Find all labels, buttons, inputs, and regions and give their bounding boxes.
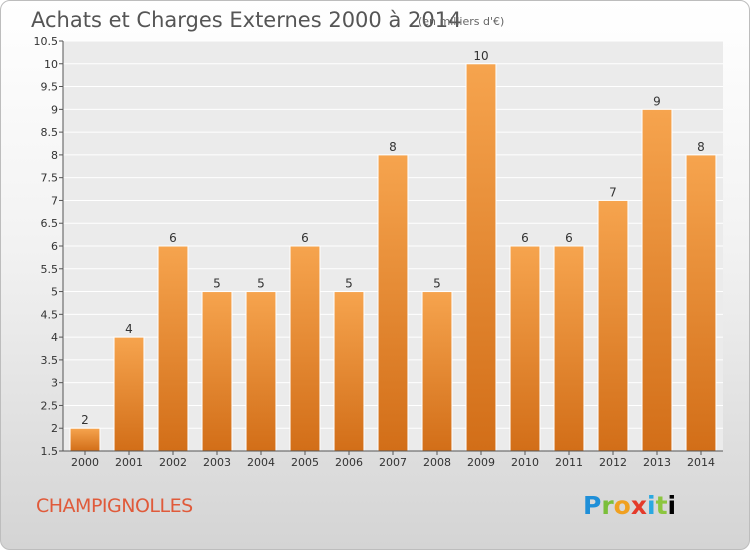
y-tick-label: 8.5 — [41, 126, 59, 139]
y-tick-label: 5.5 — [41, 263, 59, 276]
y-tick-label: 5 — [51, 286, 58, 299]
x-tick-label: 2000 — [71, 456, 99, 469]
bar-2001 — [113, 336, 145, 452]
bar-2000 — [69, 427, 101, 452]
bar-2004 — [245, 291, 277, 452]
value-label: 5 — [257, 277, 265, 291]
chart-unit-label: (en milliers d'€) — [418, 15, 505, 28]
bar-2006 — [333, 291, 365, 452]
y-tick-label: 7 — [51, 194, 58, 207]
logo-letter: t — [655, 491, 668, 520]
x-tick-label: 2004 — [247, 456, 275, 469]
x-tick-label: 2013 — [643, 456, 671, 469]
y-tick-label: 3 — [51, 377, 58, 390]
logo-letter: P — [583, 491, 602, 520]
x-tick-label: 2009 — [467, 456, 495, 469]
x-tick-label: 2005 — [291, 456, 319, 469]
y-tick-label: 8 — [51, 149, 58, 162]
value-label: 7 — [609, 185, 617, 199]
x-tick-label: 2003 — [203, 456, 231, 469]
value-label: 6 — [565, 231, 573, 245]
y-tick-label: 7.5 — [41, 172, 59, 185]
bar-2002 — [157, 245, 189, 452]
bar-2005 — [289, 245, 321, 452]
y-tick-label: 3.5 — [41, 354, 59, 367]
y-tick-label: 10 — [44, 58, 58, 71]
value-label: 5 — [433, 277, 441, 291]
logo-letter: x — [630, 491, 647, 520]
value-label: 2 — [81, 413, 89, 427]
y-tick-label: 2.5 — [41, 399, 59, 412]
y-tick-label: 4 — [51, 331, 58, 344]
y-tick-label: 4.5 — [41, 308, 59, 321]
x-tick-label: 2006 — [335, 456, 363, 469]
logo-letter: i — [667, 491, 677, 520]
value-label: 5 — [345, 277, 353, 291]
value-label: 8 — [389, 140, 397, 154]
bar-2008 — [421, 291, 453, 452]
bar-2012 — [597, 199, 629, 452]
bar-2013 — [641, 108, 673, 452]
logo-letter: o — [613, 491, 631, 520]
y-tick-label: 6.5 — [41, 217, 59, 230]
y-tick-label: 9 — [51, 103, 58, 116]
bars: 2 4 6 5 5 6 5 8 5 10 6 6 7 9 8 — [69, 49, 717, 452]
value-label: 6 — [169, 231, 177, 245]
y-tick-label: 10.5 — [34, 35, 59, 48]
commune-name: CHAMPIGNOLLES — [36, 495, 193, 517]
x-tick-label: 2008 — [423, 456, 451, 469]
x-tick-label: 2011 — [555, 456, 583, 469]
chart-title: Achats et Charges Externes 2000 à 2014 — [31, 8, 462, 32]
logo-letter: i — [647, 491, 656, 520]
logo-letter: r — [601, 491, 614, 520]
x-tick-label: 2007 — [379, 456, 407, 469]
value-label: 6 — [301, 231, 309, 245]
value-label: 5 — [213, 277, 221, 291]
bar-2014 — [685, 154, 717, 452]
x-tick-label: 2012 — [599, 456, 627, 469]
y-tick-label: 2 — [51, 422, 58, 435]
proxiti-logo[interactable]: Proxiti — [583, 491, 676, 520]
x-tick-label: 2014 — [687, 456, 715, 469]
value-label: 4 — [125, 322, 133, 336]
y-tick-label: 1.5 — [41, 445, 59, 458]
bar-2009 — [465, 63, 497, 452]
x-tick-label: 2001 — [115, 456, 143, 469]
bar-2011 — [553, 245, 585, 452]
bar-2003 — [201, 291, 233, 452]
x-tick-label: 2002 — [159, 456, 187, 469]
y-tick-label: 6 — [51, 240, 58, 253]
value-label: 9 — [653, 94, 661, 108]
bar-2007 — [377, 154, 409, 452]
x-tick-label: 2010 — [511, 456, 539, 469]
value-label: 8 — [697, 140, 705, 154]
y-tick-label: 9.5 — [41, 81, 59, 94]
value-label: 10 — [473, 49, 488, 63]
axes: 1.5 2 2.5 3 3.5 4 4.5 5 5.5 6 6.5 7 7.5 8 8.5 9 9.5 10 10.… — [34, 35, 723, 469]
value-label: 6 — [521, 231, 529, 245]
bar-2010 — [509, 245, 541, 452]
